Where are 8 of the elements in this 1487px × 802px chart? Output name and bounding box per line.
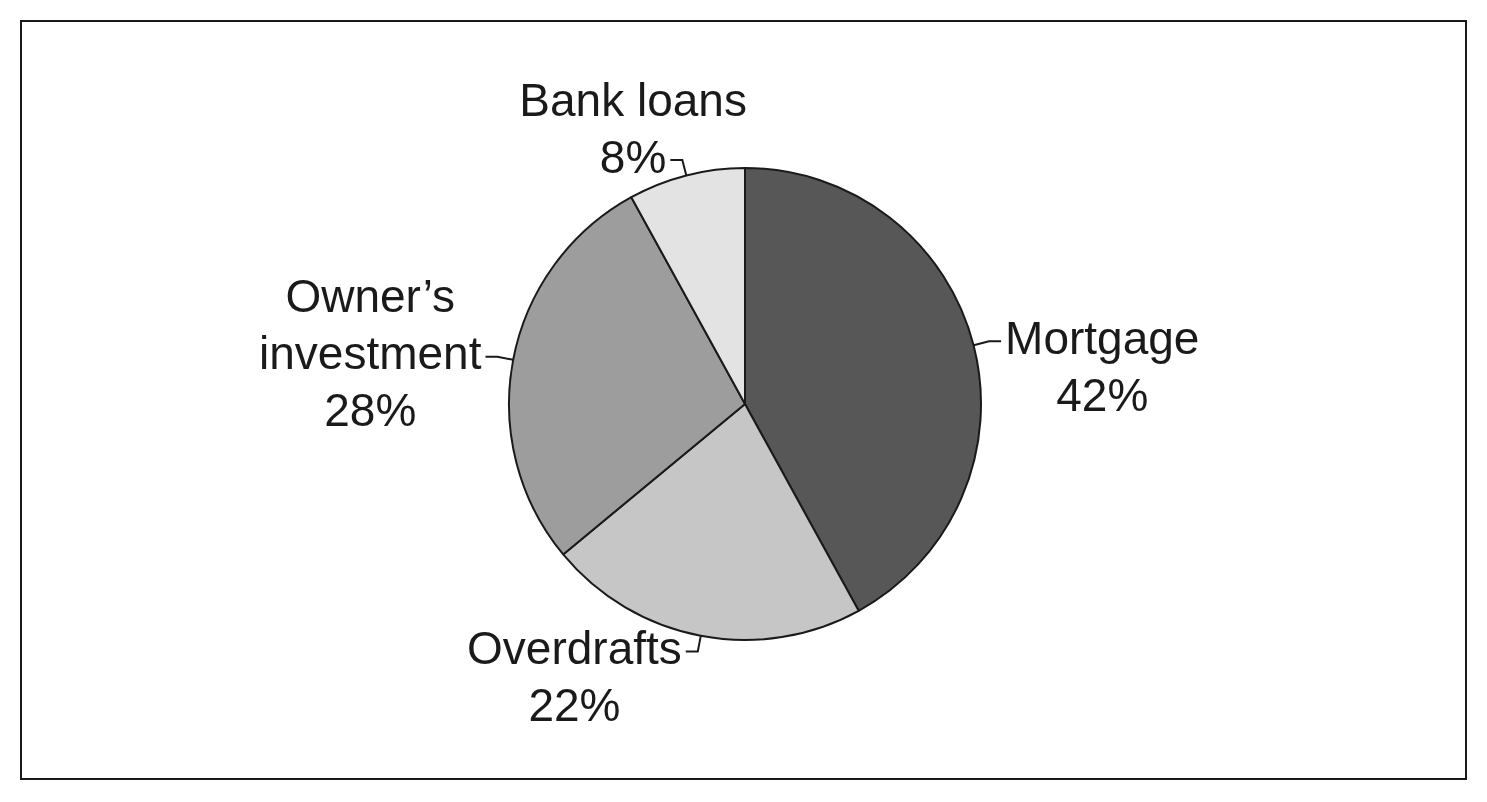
- slice-label: Bank loans: [519, 73, 747, 126]
- data-label: 28%: [324, 384, 417, 437]
- data-label: 42%: [1056, 369, 1149, 422]
- data-label: 22%: [528, 679, 621, 732]
- slice-label: Owner’s investment: [259, 270, 482, 380]
- slice-label: Mortgage: [1005, 312, 1200, 365]
- slice-label: Overdrafts: [467, 622, 682, 675]
- data-label: 8%: [599, 130, 667, 183]
